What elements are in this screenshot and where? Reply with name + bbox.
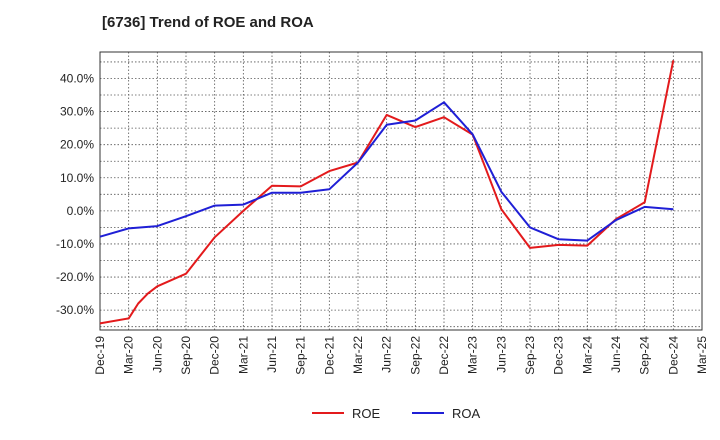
x-tick-label: Sep-20 bbox=[179, 336, 193, 375]
x-tick-label: Sep-22 bbox=[408, 336, 422, 375]
y-tick-label: 40.0% bbox=[60, 71, 94, 85]
plot-frame bbox=[99, 51, 703, 331]
x-tick-label: Mar-25 bbox=[695, 336, 709, 374]
series-line-roa bbox=[99, 101, 674, 242]
y-tick-label: -20.0% bbox=[56, 270, 94, 284]
x-tick-label: Jun-20 bbox=[150, 336, 164, 373]
x-tick-label: Dec-24 bbox=[666, 336, 680, 375]
y-tick-label: 0.0% bbox=[67, 204, 95, 218]
y-tick-label: 30.0% bbox=[60, 105, 94, 119]
x-tick-label: Sep-24 bbox=[638, 336, 652, 375]
legend-label-roe: ROE bbox=[352, 406, 381, 421]
x-tick-label: Mar-21 bbox=[236, 336, 250, 374]
x-tick-label: Jun-22 bbox=[380, 336, 394, 373]
x-tick-label: Dec-22 bbox=[437, 336, 451, 375]
y-tick-label: 10.0% bbox=[60, 171, 94, 185]
y-tick-label: -10.0% bbox=[56, 237, 94, 251]
x-tick-label: Mar-24 bbox=[580, 336, 594, 374]
x-tick-label: Jun-23 bbox=[494, 336, 508, 373]
x-tick-label: Dec-20 bbox=[208, 336, 222, 375]
x-tick-label: Dec-19 bbox=[93, 336, 107, 375]
x-tick-label: Mar-23 bbox=[466, 336, 480, 374]
legend-label-roa: ROA bbox=[452, 406, 481, 421]
y-tick-label: -30.0% bbox=[56, 303, 94, 317]
x-tick-label: Jun-21 bbox=[265, 336, 279, 373]
x-tick-label: Sep-23 bbox=[523, 336, 537, 375]
x-tick-label: Dec-21 bbox=[322, 336, 336, 375]
x-tick-label: Mar-20 bbox=[122, 336, 136, 374]
plot-area bbox=[100, 52, 702, 330]
x-tick-label: Dec-23 bbox=[552, 336, 566, 375]
x-tick-label: Mar-22 bbox=[351, 336, 365, 374]
chart-title: [6736] Trend of ROE and ROA bbox=[102, 14, 314, 31]
y-tick-label: 20.0% bbox=[60, 138, 94, 152]
x-tick-label: Jun-24 bbox=[609, 336, 623, 373]
x-tick-label: Sep-21 bbox=[294, 336, 308, 375]
